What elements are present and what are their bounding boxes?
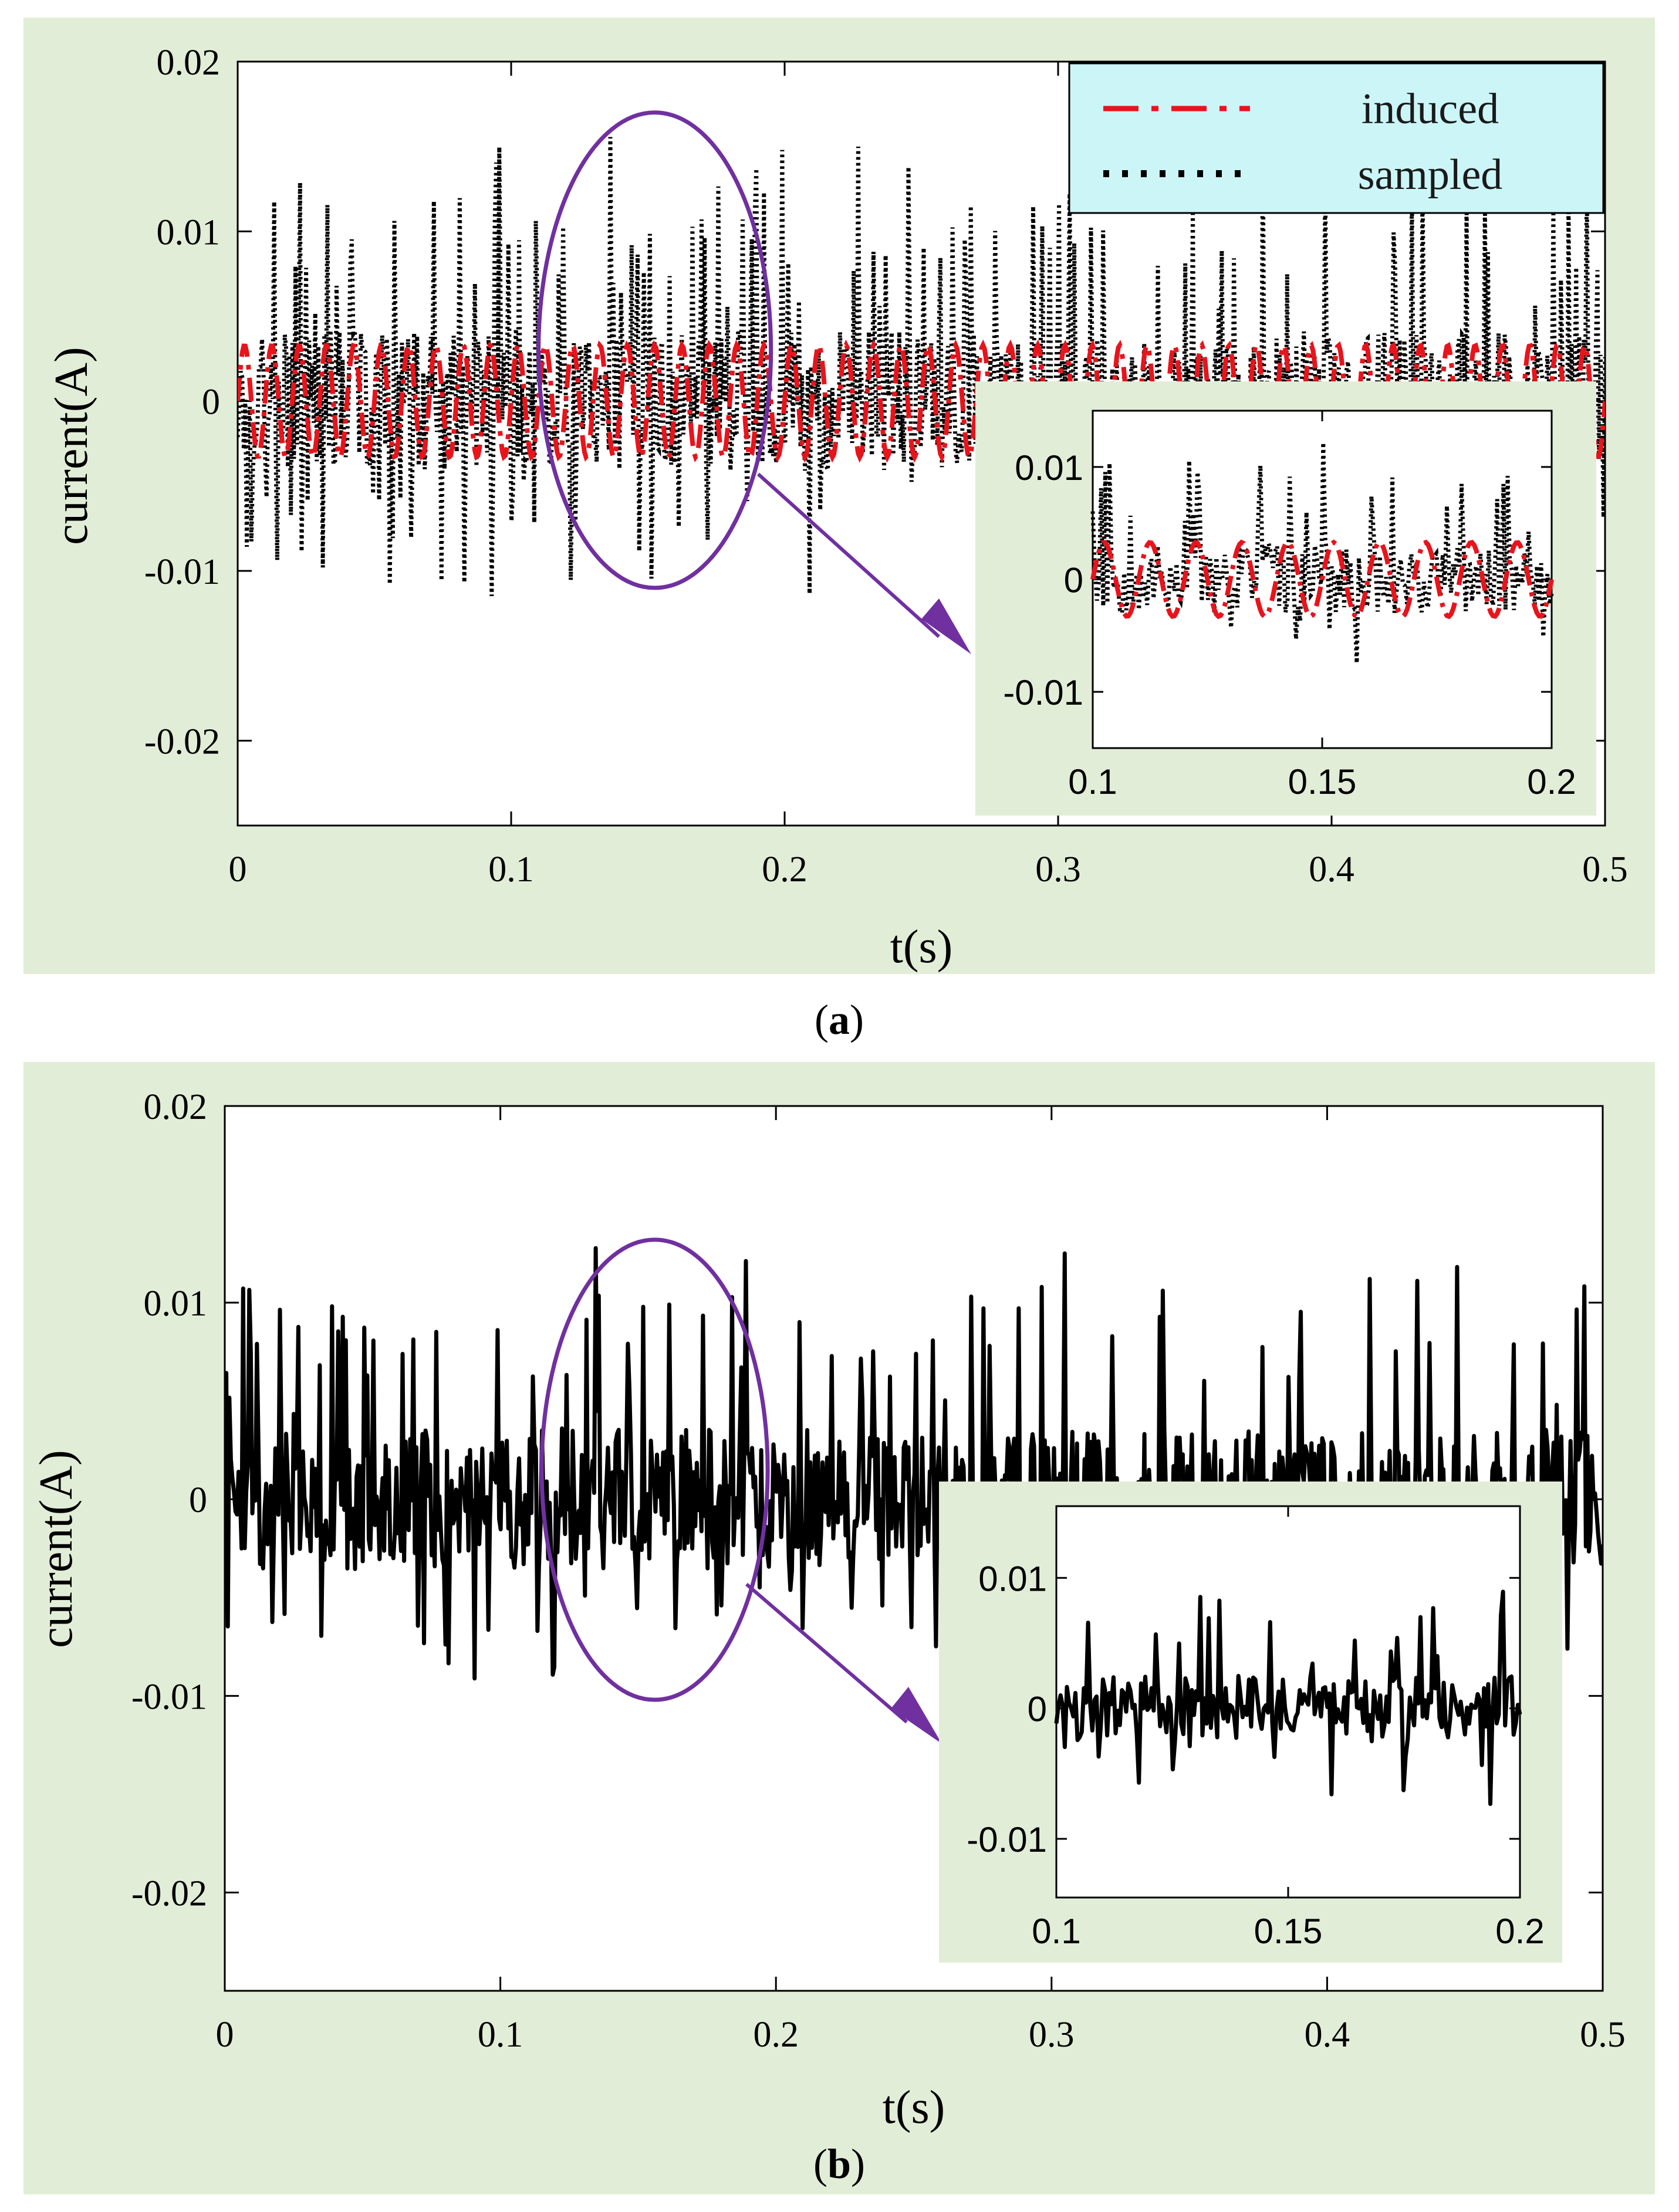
panel-b-xtick-label: 0.4 <box>1305 2015 1350 2055</box>
inset-b-ytick-label: -0.01 <box>967 1820 1047 1859</box>
panel-a-legend: induced sampled <box>1068 62 1604 214</box>
panel-a-ytick-label: -0.01 <box>144 552 220 592</box>
panel-a-arrowhead-icon <box>921 598 971 654</box>
inset-sampled-line <box>1090 442 1554 664</box>
panel-a-xtick-label: 0.1 <box>488 850 534 889</box>
inset-a-ytick-label: 0 <box>1064 561 1083 600</box>
panel-b-ytick-label: -0.01 <box>131 1677 207 1717</box>
panel-b-ticks: 0 0.1 0.2 0.3 0.4 0.5 0.02 0.01 0 -0.01 -0.02 <box>131 1087 1626 2055</box>
panel-a-caption: (a) <box>815 996 864 1043</box>
inset-a-xtick-label: 0.2 <box>1527 762 1576 801</box>
panel-a-ytick-label: 0.01 <box>157 212 221 252</box>
panel-b-caption: (b) <box>813 2140 865 2187</box>
panel-b-highlight-ellipse <box>539 1237 770 1702</box>
panel-b-ytick-label: 0.01 <box>144 1284 208 1324</box>
panel-a-xlabel: t(s) <box>890 921 953 973</box>
panel-b-ytick-label: 0.02 <box>144 1087 208 1127</box>
panel-a-ylabel: current(A) <box>46 347 97 545</box>
panel-b-ylabel: current(A) <box>31 1450 82 1648</box>
legend-box <box>1068 62 1604 214</box>
panel-b-ytick-label: -0.02 <box>131 1873 207 1913</box>
inset-b-xtick-label: 0.15 <box>1254 1912 1323 1951</box>
panel-a-ytick-label: 0 <box>202 383 220 422</box>
inset-induced-line <box>1090 539 1554 620</box>
inset-a-xtick-label: 0.15 <box>1288 762 1357 801</box>
inset-a-ticks: 0.1 0.15 0.2 0.01 0 -0.01 <box>1003 411 1576 801</box>
caption-a-letter: a <box>829 996 850 1043</box>
panel-a-ytick-label: 0.02 <box>157 43 221 83</box>
panel-a-highlight-ellipse <box>536 110 773 590</box>
inset-a-xtick-label: 0.1 <box>1068 762 1117 801</box>
panel-b-xtick-label: 0.5 <box>1580 2015 1626 2055</box>
inset-b-xtick-label: 0.2 <box>1495 1912 1544 1951</box>
panel-a-ticks: 0 0.1 0.2 0.3 0.4 0.5 0.02 0.01 0 -0.01 -0.02 <box>144 43 1628 889</box>
panel-a-xtick-label: 0.2 <box>762 850 808 889</box>
caption-a-open: ( <box>815 996 829 1043</box>
panel-b-zoom-arrow <box>745 1582 908 1724</box>
caption-b-open: ( <box>813 2140 827 2187</box>
inset-a-ytick-label: -0.01 <box>1003 673 1083 712</box>
inset-b-xtick-label: 0.1 <box>1032 1912 1080 1951</box>
panel-b: 0 0.1 0.2 0.3 0.4 0.50.020.010-0.01-0.02 0.1 0… <box>23 1062 1655 2194</box>
panel-b-ytick-label: 0 <box>189 1480 207 1520</box>
inset-b-series <box>1054 1589 1522 1806</box>
inset-a-ytick-label: 0.01 <box>1015 448 1083 488</box>
caption-b-letter: b <box>827 2140 851 2187</box>
panel-a-inset: 0.1 0.15 0.2 0.01 0 -0.01 <box>975 381 1596 816</box>
panel-b-xlabel: t(s) <box>883 2082 945 2133</box>
panel-a-xtick-label: 0 <box>229 850 247 889</box>
panel-a-xtick-label: 0.5 <box>1582 850 1628 889</box>
panel-b-xtick-label: 0.1 <box>478 2015 523 2055</box>
caption-b-close: ) <box>851 2140 865 2187</box>
panel-a-ytick-label: -0.02 <box>144 722 220 762</box>
panel-a-xtick-label: 0.3 <box>1035 850 1081 889</box>
inset-b-ytick-label: 0 <box>1028 1690 1047 1729</box>
panel-b-xtick-label: 0.3 <box>1029 2015 1075 2055</box>
inset-a-series <box>1090 442 1554 664</box>
panel-b-arrowhead-icon <box>891 1687 942 1744</box>
panel-b-inset: 0.1 0.15 0.2 0.01 0 -0.01 <box>939 1482 1562 1963</box>
inset-b-ytick-label: 0.01 <box>978 1559 1047 1598</box>
caption-a-close: ) <box>850 996 864 1043</box>
panel-b-xtick-label: 0.2 <box>753 2015 799 2055</box>
legend-induced-label: induced <box>1362 85 1499 133</box>
panel-b-xtick-label: 0 <box>216 2015 234 2055</box>
legend-sampled-label: sampled <box>1358 151 1503 199</box>
panel-a-xtick-label: 0.4 <box>1309 850 1354 889</box>
panel-a: 0 0.1 0.2 0.3 0.4 0.5 0.02 0.01 0 -0.01 -0.02 indu… <box>23 18 1655 1043</box>
inset-b-ticks: 0.1 0.15 0.2 0.01 0 -0.01 <box>967 1506 1545 1951</box>
inset-current-line <box>1054 1589 1522 1806</box>
panel-a-zoom-arrow <box>756 472 941 638</box>
